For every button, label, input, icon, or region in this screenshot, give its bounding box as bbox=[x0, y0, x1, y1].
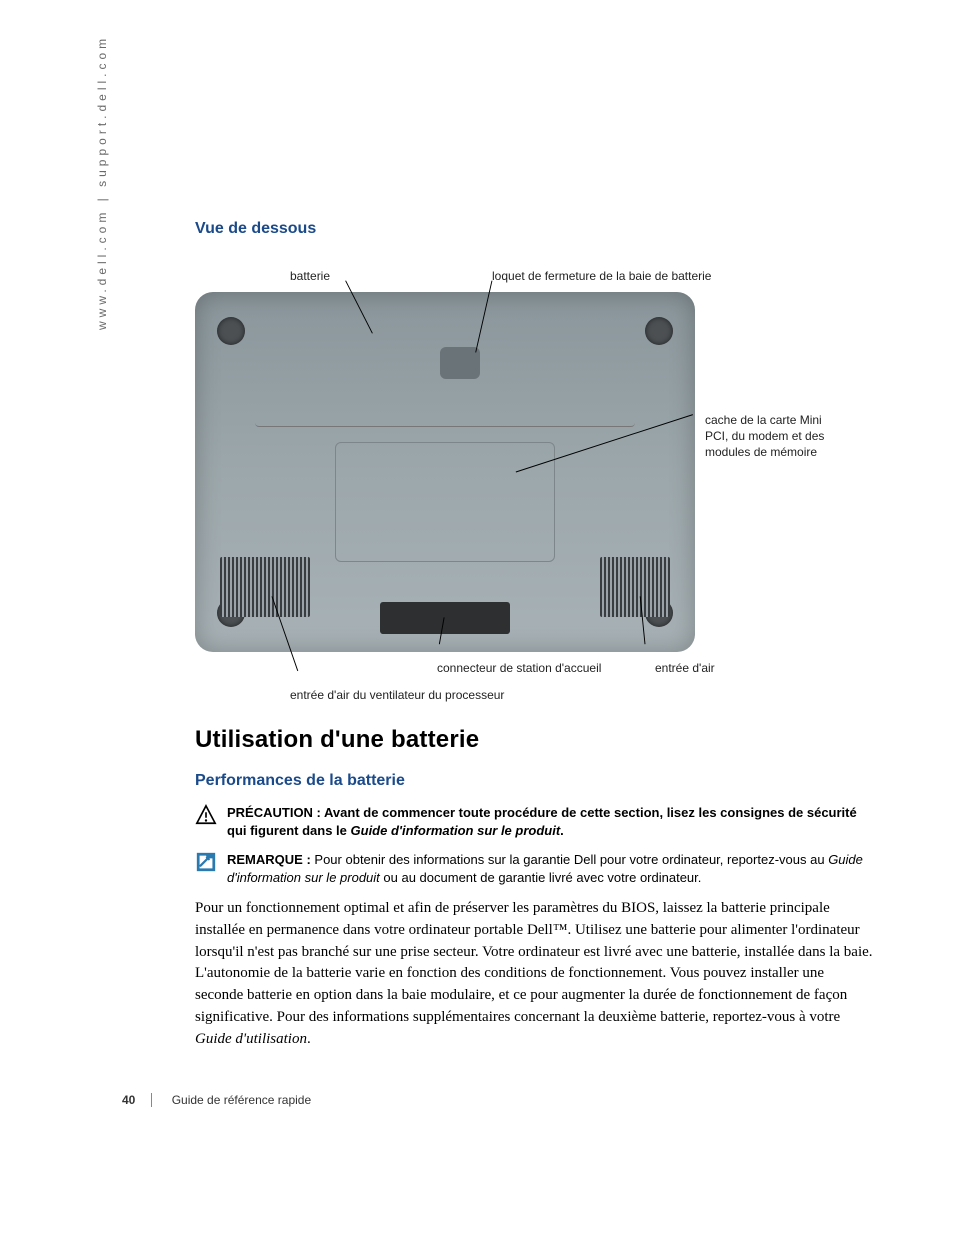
para-text: Pour un fonctionnement optimal et afin d… bbox=[195, 900, 873, 1025]
caution-block: PRÉCAUTION : Avant de commencer toute pr… bbox=[195, 804, 875, 839]
caution-ital: Guide d'information sur le produit bbox=[351, 823, 561, 838]
note-label: REMARQUE : bbox=[227, 852, 311, 867]
footer-title: Guide de référence rapide bbox=[172, 1093, 311, 1107]
para-tail: . bbox=[307, 1031, 311, 1047]
footer-sep bbox=[151, 1093, 172, 1107]
label-fan: entrée d'air du ventilateur du processeu… bbox=[290, 687, 504, 703]
note-block: REMARQUE : Pour obtenir des informations… bbox=[195, 851, 875, 886]
memory-cover bbox=[335, 442, 555, 562]
rubber-foot bbox=[217, 317, 245, 345]
label-dock: connecteur de station d'accueil bbox=[437, 660, 601, 676]
note-body1: Pour obtenir des informations sur la gar… bbox=[314, 852, 828, 867]
para-ital: Guide d'utilisation bbox=[195, 1031, 307, 1047]
page-content: Vue de dessous batterie loquet de fermet… bbox=[195, 220, 875, 1050]
dock-connector bbox=[380, 602, 510, 634]
body-paragraph: Pour un fonctionnement optimal et afin d… bbox=[195, 898, 875, 1050]
caution-label: PRÉCAUTION : bbox=[227, 805, 321, 820]
label-battery: batterie bbox=[290, 268, 330, 284]
caution-tail: . bbox=[560, 823, 564, 838]
note-body2: ou au document de garantie livré avec vo… bbox=[380, 870, 702, 885]
label-latch: loquet de fermeture de la baie de batter… bbox=[492, 268, 711, 284]
caution-text: PRÉCAUTION : Avant de commencer toute pr… bbox=[227, 804, 875, 839]
side-url: www.dell.com | support.dell.com bbox=[95, 35, 109, 330]
label-cover: cache de la carte Mini PCI, du modem et … bbox=[705, 412, 845, 461]
diagram-bottom-view: batterie loquet de fermeture de la baie … bbox=[195, 252, 875, 692]
heading-battery-use: Utilisation d'une batterie bbox=[195, 726, 875, 754]
note-text: REMARQUE : Pour obtenir des informations… bbox=[227, 851, 875, 886]
laptop-bottom-photo bbox=[195, 292, 695, 652]
page-footer: 40 Guide de référence rapide bbox=[122, 1093, 311, 1107]
battery-outline bbox=[255, 317, 635, 427]
note-icon bbox=[195, 851, 217, 873]
label-airin: entrée d'air bbox=[655, 660, 715, 676]
caution-icon bbox=[195, 804, 217, 826]
heading-battery-perf: Performances de la batterie bbox=[195, 772, 875, 790]
vent-left bbox=[220, 557, 310, 617]
heading-bottom-view: Vue de dessous bbox=[195, 220, 875, 238]
page-number: 40 bbox=[122, 1093, 135, 1107]
vent-right bbox=[600, 557, 670, 617]
rubber-foot bbox=[645, 317, 673, 345]
